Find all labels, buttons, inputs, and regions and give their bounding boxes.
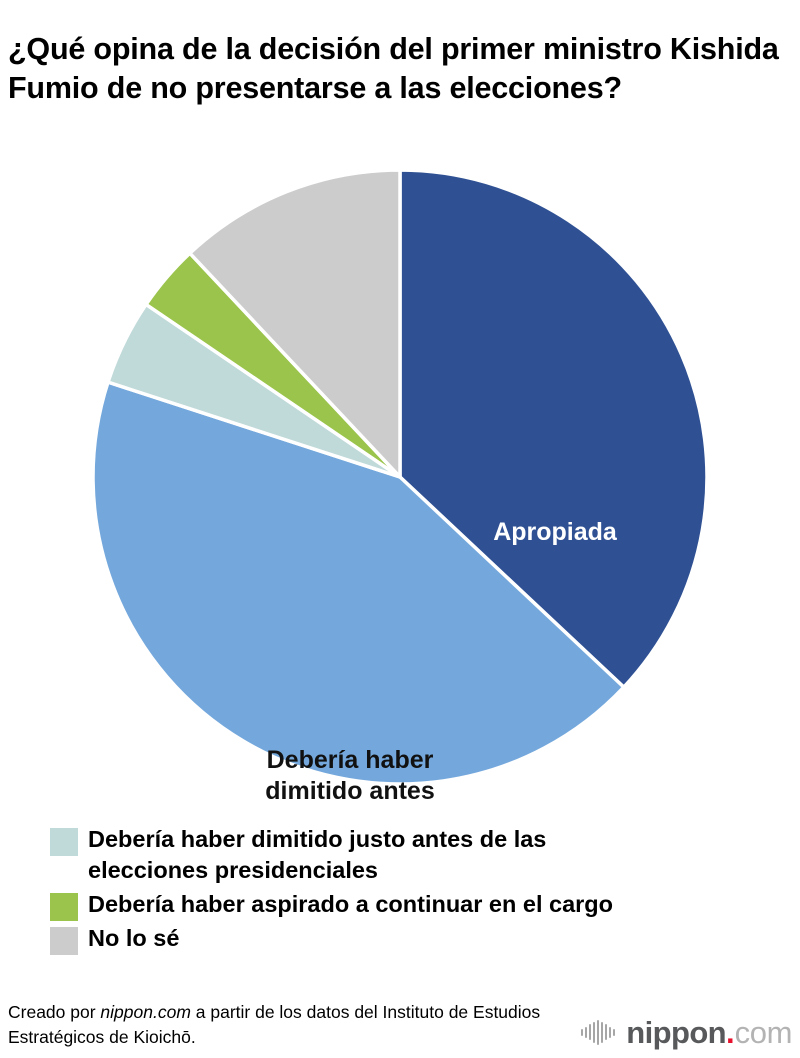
chart-legend: Debería haber dimitido justo antes de la… [0, 824, 800, 957]
legend-item-label: No lo sé [88, 924, 180, 951]
legend-item-label: Debería haber dimitido justo antes de la… [88, 826, 547, 884]
legend-item[interactable]: No lo sé [0, 923, 800, 955]
pie-slice-group [91, 168, 709, 786]
sound-wave-icon [581, 1019, 617, 1045]
logo-dot: . [726, 1014, 735, 1050]
credit-prefix: Creado por [8, 1002, 101, 1022]
legend-color-swatch [50, 926, 78, 955]
legend-item[interactable]: Debería haber aspirado a continuar en el… [0, 889, 800, 921]
legend-color-swatch [50, 828, 78, 856]
legend-item-label: Debería haber aspirado a continuar en el… [88, 890, 613, 917]
page-title: ¿Qué opina de la decisión del primer min… [8, 32, 779, 106]
logo-tld: com [734, 1014, 793, 1050]
logo-wordmark: nippon [626, 1014, 726, 1050]
pie-chart-svg [91, 168, 709, 786]
legend-color-swatch [50, 892, 78, 921]
pie-chart: Apropiada Debería haber dimitido antes [0, 160, 800, 805]
credit-suffix: a partir de los datos del Instituto de E… [8, 1002, 541, 1047]
legend-item[interactable]: Debería haber dimitido justo antes de la… [0, 824, 800, 887]
credit-text: Creado por nippon.com a partir de los da… [8, 1000, 568, 1050]
pie-label-deberia-haber-dimitido-antes: Debería haber dimitido antes [265, 746, 435, 805]
pie-slice[interactable] [91, 380, 626, 786]
nippon-com-logo[interactable]: nippon. com [581, 1014, 792, 1050]
pie-slice[interactable] [398, 168, 709, 689]
pie-slice[interactable] [188, 168, 402, 479]
pie-label-apropiada: Apropiada [493, 518, 617, 546]
credit-source-name: nippon.com [100, 1002, 191, 1022]
